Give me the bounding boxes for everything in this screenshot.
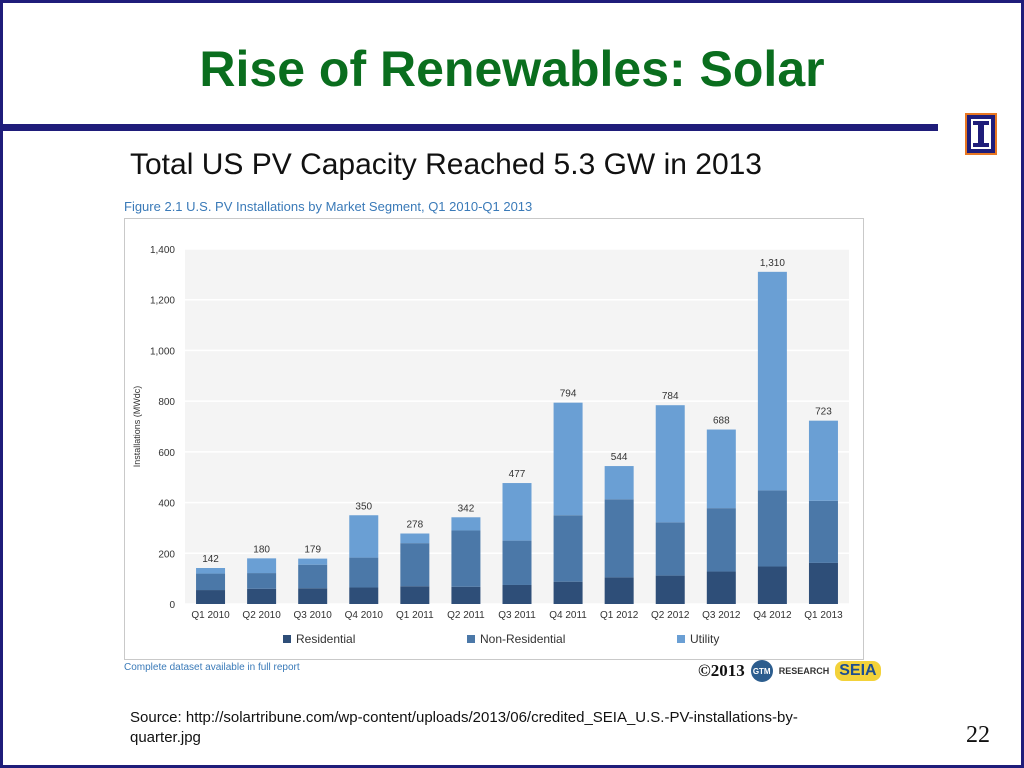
x-tick-label: Q1 2011 [396,610,434,621]
bar-residential [298,588,328,604]
bar-chart: 0 200 400 600 800 1,000 1,200 1,400 Installation… [132,245,849,646]
bar-utility [757,271,787,491]
bar-total-label: 784 [662,391,679,402]
x-tick-label: Q4 2011 [549,610,587,621]
bar-residential [502,584,532,604]
x-tick-label: Q2 2010 [242,610,281,621]
bar-residential [808,562,838,604]
bar-residential [655,575,685,604]
copyright-text: ©2013 [698,661,745,680]
bar-utility [247,558,277,574]
page-number: 22 [966,722,990,748]
bar-utility [400,533,430,544]
x-tick-label: Q1 2012 [600,610,639,621]
bar-total-label: 477 [509,469,526,480]
bar-non-residential [808,500,838,563]
y-tick-label: 1,200 [150,296,175,307]
bar-utility [604,466,634,500]
bar-utility [808,420,838,501]
bar-total-label: 688 [713,416,730,427]
x-tick-label: Q4 2012 [753,610,792,621]
bar-non-residential [400,543,430,587]
x-tick-label: Q1 2010 [191,610,230,621]
y-tick-label: 200 [158,549,175,560]
research-logo-text: RESEARCH [778,666,830,676]
bar-utility [298,558,328,565]
bar-residential [706,571,736,604]
y-axis-label: Installations (MWdc) [132,386,142,468]
bar-utility [655,405,685,523]
bar-non-residential [196,573,226,591]
bar-utility [502,483,532,541]
bar-non-residential [349,557,379,588]
gtm-logo-icon: GTM [750,660,773,682]
slide-title: Rise of Renewables: Solar [199,41,825,97]
bar-non-residential [298,564,328,589]
x-tick-label: Q4 2010 [345,610,384,621]
x-tick-label: Q1 2013 [804,610,843,621]
y-tick-label: 800 [158,397,175,408]
bar-non-residential [553,515,583,582]
y-tick-label: 1,400 [150,245,175,256]
bar-residential [757,566,787,604]
bar-total-label: 179 [304,545,321,556]
bar-non-residential [502,540,532,585]
figure-title: Figure 2.1 U.S. PV Installations by Mark… [124,199,533,214]
y-tick-label: 600 [158,448,175,459]
bar-non-residential [247,573,277,589]
bar-total-label: 723 [815,407,832,418]
bar-total-label: 1,310 [760,258,785,269]
x-tick-label: Q3 2011 [498,610,536,621]
bar-residential [604,577,634,604]
legend-label: Utility [690,632,719,646]
y-tick-label: 400 [158,499,175,510]
bar-total-label: 544 [611,452,628,463]
credit-block: ©2013 GTM RESEARCH SEIA [698,660,881,682]
bar-residential [553,581,583,604]
legend-swatch [283,635,291,643]
bar-residential [349,587,379,604]
bar-residential [196,590,226,604]
slide-subtitle: Total US PV Capacity Reached 5.3 GW in 2… [130,148,762,181]
bar-residential [451,586,481,604]
bar-residential [247,588,277,604]
x-tick-label: Q2 2011 [447,610,485,621]
x-tick-label: Q3 2012 [702,610,741,621]
bar-residential [400,586,430,604]
legend-label: Non-Residential [480,632,565,646]
bar-total-label: 180 [253,544,270,555]
bar-non-residential [655,522,685,576]
legend-swatch [677,635,685,643]
bar-non-residential [604,499,634,578]
bar-total-label: 350 [355,501,372,512]
bar-utility [196,567,226,574]
bar-utility [706,429,736,509]
bar-utility [349,515,379,558]
legend-label: Residential [296,632,355,646]
legend-swatch [467,635,475,643]
bar-utility [553,402,583,516]
bar-total-label: 794 [560,389,577,400]
university-logo-icon [965,113,997,155]
bar-non-residential [757,490,787,567]
seia-logo-icon: SEIA [835,661,881,681]
bar-non-residential [451,530,481,587]
chart-container: 0 200 400 600 800 1,000 1,200 1,400 Installation… [124,218,864,660]
bar-total-label: 278 [407,520,424,531]
source-citation: Source: http://solartribune.com/wp-conte… [130,709,798,746]
y-tick-label: 1,000 [150,346,175,357]
y-tick-label: 0 [169,600,175,611]
bar-total-label: 142 [202,554,219,565]
x-tick-label: Q3 2010 [294,610,333,621]
x-tick-label: Q2 2012 [651,610,690,621]
bar-non-residential [706,508,736,572]
bar-utility [451,517,481,531]
bar-total-label: 342 [458,503,475,514]
title-rule [3,124,938,131]
dataset-note: Complete dataset available in full repor… [124,662,300,673]
